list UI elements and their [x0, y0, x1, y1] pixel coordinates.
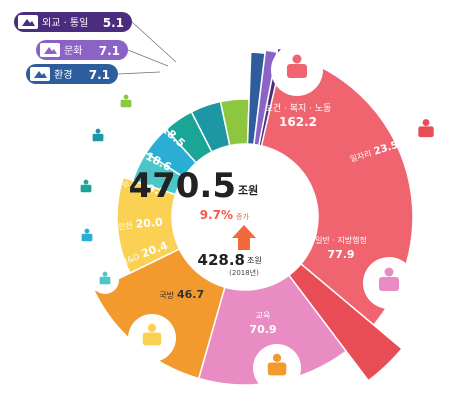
- handshake-icon-glyph: [22, 19, 35, 26]
- callout-name: 외교 · 통일: [42, 17, 88, 29]
- slice-name: SOC: [145, 111, 164, 129]
- growth-value: 9.7%: [200, 208, 233, 222]
- growth-arrow-icon: [232, 225, 256, 250]
- callout-name: 환경: [54, 68, 72, 81]
- total-value: 470.5: [128, 166, 236, 206]
- growth-suffix: 증가: [236, 212, 249, 221]
- total-unit: 조원: [238, 183, 258, 197]
- callout-labels: 외교 · 통일 5.1 문화 7.1 환경 7.1: [14, 12, 177, 84]
- pie-slices: [92, 47, 414, 386]
- slice-label: 국방 46.7: [159, 288, 204, 301]
- previous-value: 428.8: [198, 251, 245, 269]
- slice-value: 77.9: [327, 248, 354, 261]
- callout-leader-line: [117, 71, 161, 75]
- callout-pill: 환경 7.1: [26, 64, 161, 84]
- callout-value: 7.1: [89, 68, 110, 82]
- slice-name: 교육: [256, 311, 271, 320]
- family-icon: [287, 54, 307, 78]
- slice-label: 안전 20.0: [118, 216, 164, 232]
- slice-label: 일반 · 지방행정 77.9: [315, 235, 367, 261]
- gear-icon: [92, 128, 104, 142]
- slice-value: 20.0: [135, 216, 164, 231]
- slice-value: 19.9: [138, 180, 167, 198]
- worker-icon: [418, 119, 434, 138]
- callout-value: 5.1: [103, 16, 124, 30]
- previous-year: (2018년): [229, 268, 259, 277]
- mountain-icon-glyph: [34, 71, 47, 78]
- callout-pill: 문화 7.1: [36, 40, 169, 67]
- callout-value: 7.1: [99, 44, 120, 58]
- tank-icon: [142, 323, 162, 346]
- center-circle: [172, 144, 318, 290]
- excavator-icon: [120, 94, 132, 108]
- slice-value: 70.9: [249, 323, 276, 336]
- slice-name: 보건 · 복지 · 노동: [265, 103, 332, 114]
- slice-value: 162.2: [279, 115, 317, 129]
- buildings-icon: [379, 267, 399, 291]
- cctv-icon: [81, 228, 93, 242]
- slice-label: 교육 70.9: [249, 311, 276, 336]
- teacher-icon: [267, 353, 287, 376]
- wheat-icon: [80, 179, 92, 193]
- microscope-icon: [99, 271, 111, 285]
- culture-icon-glyph: [44, 47, 57, 54]
- callout-leader-line: [127, 49, 169, 67]
- center-summary: 470.5 조원 9.7% 증가 428.8 조원 (2018년): [128, 144, 318, 290]
- slice-name: 안전: [118, 220, 134, 231]
- callout-leader-line: [131, 21, 177, 63]
- slice-name: 국방: [159, 290, 174, 300]
- slice-value: 46.7: [177, 288, 204, 301]
- callout-background: [14, 12, 132, 32]
- previous-unit: 조원: [247, 256, 262, 265]
- slice-icons: [72, 44, 446, 392]
- slice-name: 일반 · 지방행정: [315, 235, 367, 245]
- callout-name: 문화: [64, 45, 82, 57]
- callout-pill: 외교 · 통일 5.1: [14, 12, 177, 63]
